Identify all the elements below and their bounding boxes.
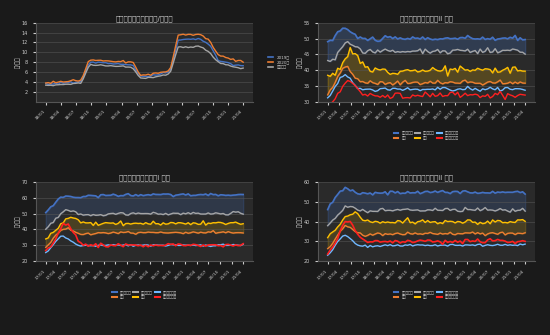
Title: 销区红枣零售价格：II 级枣: 销区红枣零售价格：II 级枣: [400, 15, 453, 22]
Legend: 北京新发地, 郑州, 近三年均价, 武汉, 上海（金山）, 广州（江南）: 北京新发地, 郑州, 近三年均价, 武汉, 上海（金山）, 广州（江南）: [112, 290, 178, 300]
Legend: 北京新发地, 郑州, 近三年均价, 武汉, 上海（金山）, 广州（江南）: 北京新发地, 郑州, 近三年均价, 武汉, 上海（金山）, 广州（江南）: [393, 290, 459, 300]
Legend: 北京新发地, 郑州, 近三年均价, 武汉, 上海（金山）, 广州（江南）: 北京新发地, 郑州, 近三年均价, 武汉, 上海（金山）, 广州（江南）: [393, 131, 459, 141]
Y-axis label: 元/千克: 元/千克: [15, 216, 20, 227]
Title: 销区红枣零售价格：II 级枣: 销区红枣零售价格：II 级枣: [400, 175, 453, 181]
Y-axis label: 元/千克: 元/千克: [297, 216, 302, 227]
Y-axis label: 元/千克: 元/千克: [15, 56, 20, 68]
Y-axis label: 元/千克: 元/千克: [297, 56, 302, 68]
Legend: 2019年, 2020年, 近三年均: 2019年, 2020年, 近三年均: [268, 55, 290, 69]
Title: 新疆红枣收购价格（元/千克）: 新疆红枣收购价格（元/千克）: [116, 15, 173, 22]
Title: 销区红枣零售价格：I 级枣: 销区红枣零售价格：I 级枣: [119, 175, 170, 181]
